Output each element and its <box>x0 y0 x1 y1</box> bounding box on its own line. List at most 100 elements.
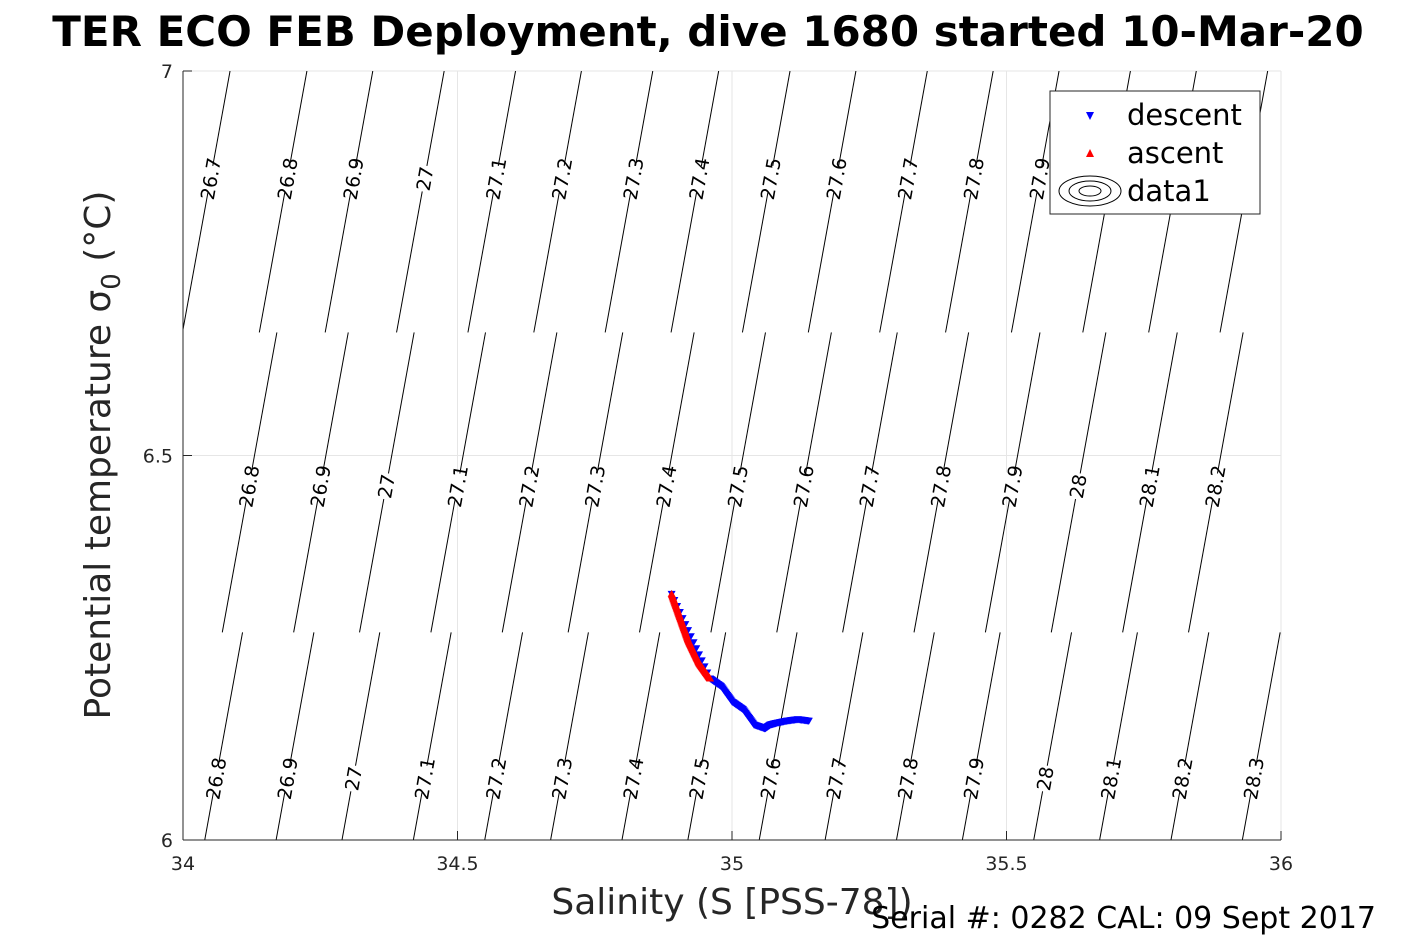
y-axis-label-unit: (°C) <box>78 191 119 274</box>
isopycnal-line <box>1241 632 1281 840</box>
contour-label-bg <box>327 761 380 796</box>
contour-label-bg <box>398 761 451 796</box>
isopycnal-line <box>895 632 935 840</box>
descent-marker <box>692 645 701 653</box>
x-tick-label: 35.5 <box>985 853 1027 875</box>
contour-label-bg <box>1156 761 1209 796</box>
contour-label-bg <box>360 469 413 504</box>
density-contours <box>183 71 1281 840</box>
y-tick-label: 6 <box>161 830 173 852</box>
isopycnal-line <box>961 632 1001 840</box>
legend-ascent-label: ascent <box>1127 136 1223 170</box>
contour-label: 28 <box>1033 765 1059 793</box>
legend-descent-marker <box>1086 112 1094 120</box>
isopycnal-line <box>741 71 791 333</box>
chart-title: TER ECO FEB Deployment, dive 1680 starte… <box>52 7 1363 56</box>
contour-label-bg <box>744 161 797 196</box>
contour-label-bg <box>810 761 863 796</box>
isopycnal-line <box>467 71 517 333</box>
isopycnal-line <box>533 71 582 333</box>
contour-label-bg <box>947 761 1000 796</box>
isopycnal-line <box>824 632 864 840</box>
contour-label-bg <box>261 761 314 796</box>
y-tick-label: 6.5 <box>143 446 173 468</box>
descent-marker <box>697 657 706 665</box>
isopycnal-line <box>621 632 661 840</box>
contour-label-bg <box>431 469 484 504</box>
contour-label-bg <box>810 161 863 196</box>
contour-label-bg <box>777 469 830 504</box>
contour-label: 27 <box>341 765 367 793</box>
contour-label-bg <box>184 161 237 196</box>
contour-label-bg <box>607 161 660 196</box>
contour-label-bg <box>1189 469 1242 504</box>
isopycnal-line <box>1170 632 1210 840</box>
data-series <box>667 589 813 733</box>
isopycnal-line <box>945 71 994 333</box>
contour-label: 27 <box>374 473 400 501</box>
contour-label-bg <box>881 761 934 796</box>
isopycnal-line <box>324 71 374 333</box>
isopycnal-line <box>412 632 452 840</box>
contour-label-bg <box>470 761 522 796</box>
legend-box <box>1049 90 1261 215</box>
isopycnal-line <box>550 632 589 840</box>
contour-label-bg <box>914 469 967 504</box>
contour-label-bg <box>327 161 380 196</box>
isopycnal-line <box>341 632 381 840</box>
ascent-marker <box>706 674 715 682</box>
axes-frame <box>182 70 1282 841</box>
y-tick-label: 7 <box>161 61 173 83</box>
contour-label-bg <box>947 161 1000 196</box>
contour-label-bg <box>843 469 896 504</box>
x-tick-labels: 34 34.5 35 35.5 36 <box>171 853 1293 875</box>
contour-label-bg <box>711 469 764 504</box>
legend-descent-label: descent <box>1127 98 1242 132</box>
contour-label-bg <box>881 161 934 196</box>
isopycnal-line <box>396 71 445 333</box>
contour-label: 27 <box>413 165 439 193</box>
contour-label-bg <box>294 469 347 504</box>
x-tick-label: 34.5 <box>436 853 478 875</box>
isopycnal-line <box>670 71 720 333</box>
isopycnal-line <box>807 71 857 333</box>
contour-label-bg <box>673 761 725 796</box>
legend-contour-icon <box>1058 175 1122 207</box>
contour-label-bg <box>1123 469 1176 504</box>
isopycnal-line <box>687 632 727 840</box>
contour-label-bg <box>1084 761 1137 796</box>
descent-marker <box>695 651 704 659</box>
contour-label-bg <box>986 469 1038 504</box>
y-tick-labels: 66.57 <box>143 61 173 852</box>
isopycnal-line <box>484 632 524 840</box>
contour-label-bg <box>398 161 451 196</box>
contour-label: 28 <box>1066 473 1092 501</box>
contour-label-bg <box>190 761 242 796</box>
x-tick-label: 34 <box>171 853 195 875</box>
isopycnal-line <box>258 71 308 333</box>
y-axis-label-main: Potential temperature σ <box>78 290 119 720</box>
contour-label-bg <box>535 761 588 796</box>
isopycnal-line <box>879 71 928 333</box>
descent-marker <box>804 717 813 725</box>
x-tick-label: 36 <box>1269 853 1293 875</box>
contour-label-bg <box>470 161 522 196</box>
contour-label-bg <box>535 161 588 196</box>
contour-label-bg <box>502 469 555 504</box>
y-axis-label-subscript: 0 <box>97 273 127 290</box>
contour-label-bg <box>222 469 275 504</box>
isopycnal-line <box>204 632 244 840</box>
contour-label-bg <box>568 469 621 504</box>
contour-label-bg <box>261 161 314 196</box>
isopycnal-line <box>758 632 798 840</box>
x-tick-label: 35 <box>720 853 744 875</box>
y-axis-label: Potential temperature σ0 (°C) <box>78 191 127 720</box>
isopycnal-line <box>183 71 231 333</box>
contour-label-bg <box>673 161 725 196</box>
isopycnal-line <box>1033 632 1073 840</box>
isopycnal-line <box>275 632 315 840</box>
contour-label-bg <box>1019 761 1071 796</box>
legend-ascent-marker <box>1086 149 1094 157</box>
legend-data1-label: data1 <box>1127 174 1211 208</box>
